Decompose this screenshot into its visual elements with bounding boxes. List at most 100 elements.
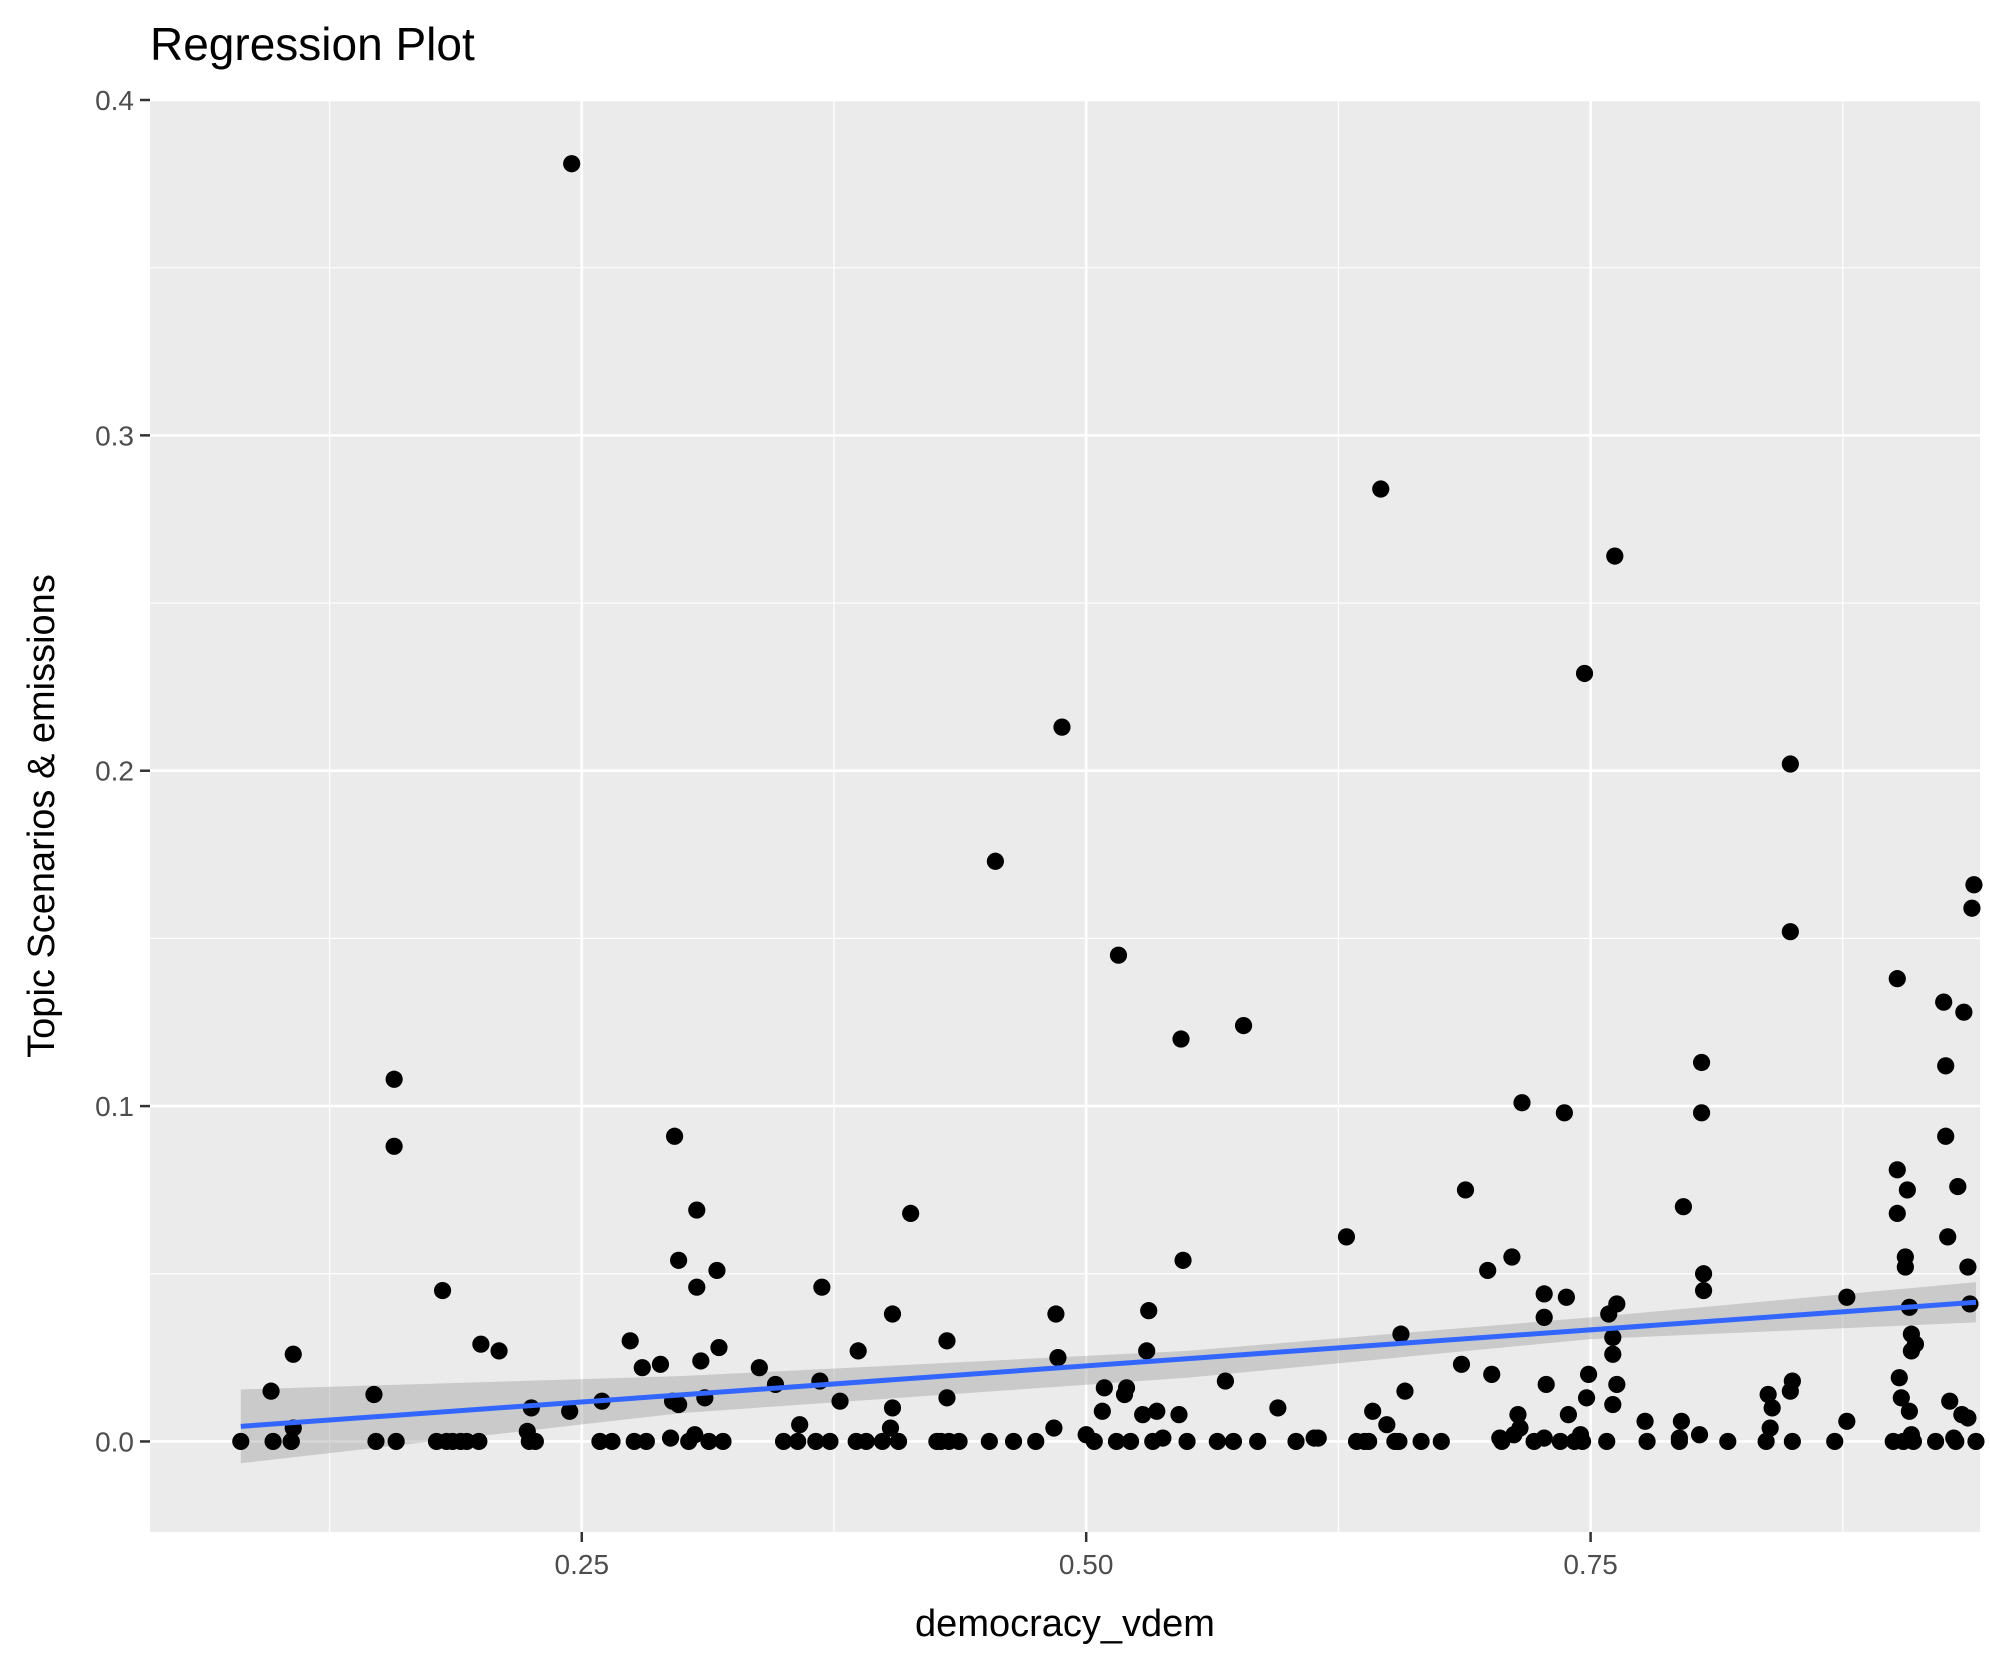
data-point (621, 1332, 639, 1350)
data-point (1598, 1432, 1616, 1451)
data-point (902, 1204, 920, 1223)
data-point (1121, 1432, 1140, 1451)
data-point (661, 1429, 680, 1447)
data-point (1604, 1328, 1622, 1347)
y-tick-label: 0.3 (95, 420, 134, 451)
data-point (1575, 664, 1594, 683)
data-point (1608, 1295, 1626, 1313)
data-point (1364, 1402, 1382, 1420)
data-point (1694, 1281, 1713, 1300)
data-point (714, 1432, 732, 1451)
data-point (1674, 1198, 1693, 1216)
data-point (1555, 1104, 1573, 1122)
data-point (670, 1395, 688, 1414)
data-points (232, 155, 1985, 1451)
data-point (1579, 1365, 1598, 1383)
data-point (692, 1352, 710, 1370)
data-point (1172, 1030, 1190, 1048)
data-point (873, 1432, 892, 1451)
data-point (1949, 1177, 1967, 1196)
data-point (950, 1432, 968, 1451)
data-point (625, 1432, 643, 1451)
data-point (1959, 1258, 1977, 1276)
data-point (1535, 1308, 1553, 1326)
data-point (1757, 1432, 1775, 1451)
data-point (938, 1332, 956, 1350)
y-tick-label: 0.1 (95, 1091, 134, 1122)
data-point (1573, 1432, 1592, 1451)
data-point (1947, 1432, 1965, 1451)
x-axis-ticks: 0.25 0.50 0.75 (555, 1532, 1618, 1580)
data-point (883, 1399, 902, 1417)
data-point (1138, 1342, 1156, 1360)
data-point (1154, 1429, 1172, 1447)
data-point (1045, 1419, 1063, 1437)
data-point (688, 1201, 706, 1219)
data-point (881, 1419, 900, 1437)
data-point (1178, 1432, 1196, 1451)
data-point (1170, 1406, 1188, 1424)
data-point (1608, 1375, 1626, 1394)
data-point (1140, 1302, 1158, 1320)
data-point (284, 1345, 302, 1363)
data-point (1939, 1228, 1957, 1246)
data-point (1763, 1399, 1781, 1417)
y-tick-label: 0.4 (95, 85, 134, 116)
data-point (791, 1416, 809, 1434)
data-point (1888, 1204, 1906, 1223)
data-point (1456, 1181, 1475, 1199)
data-point (1479, 1261, 1497, 1280)
data-point (1360, 1432, 1378, 1451)
data-point (710, 1338, 728, 1357)
data-point (980, 1432, 998, 1451)
data-point (1085, 1432, 1103, 1451)
data-point (1967, 1432, 1985, 1451)
y-axis-title: Topic Scenarios & emissions (21, 574, 63, 1058)
y-tick-label: 0.2 (95, 756, 134, 787)
data-point (1904, 1432, 1923, 1451)
confidence-band (240, 1282, 1976, 1464)
data-point (1027, 1432, 1045, 1451)
data-point (1692, 1053, 1711, 1072)
data-point (264, 1432, 282, 1451)
data-point (1783, 1432, 1801, 1451)
data-point (490, 1342, 508, 1360)
data-point (651, 1355, 670, 1373)
data-point (561, 1402, 579, 1420)
data-point (1955, 1003, 1973, 1021)
data-point (1606, 547, 1624, 565)
data-point (883, 1305, 902, 1323)
data-point (1761, 1419, 1779, 1437)
data-point (1692, 1104, 1711, 1122)
data-point (1396, 1382, 1414, 1400)
data-point (807, 1432, 825, 1451)
data-point (1224, 1432, 1243, 1451)
data-point (262, 1382, 280, 1400)
data-point (1234, 1017, 1253, 1035)
data-point (1053, 718, 1071, 736)
data-point (1287, 1432, 1305, 1451)
data-point (1093, 1402, 1111, 1420)
data-point (1604, 1345, 1622, 1363)
data-point (938, 1389, 956, 1407)
data-point (1551, 1432, 1569, 1451)
data-point (232, 1432, 250, 1451)
data-point (633, 1359, 651, 1377)
data-point (1965, 876, 1983, 894)
data-point (1941, 1392, 1959, 1410)
data-point (1208, 1432, 1226, 1451)
data-point (1719, 1432, 1737, 1451)
chart-title: Regression Plot (150, 18, 475, 70)
data-point (387, 1432, 405, 1451)
data-point (385, 1070, 403, 1088)
x-axis-title: democracy_vdem (915, 1603, 1215, 1645)
data-point (1781, 923, 1799, 941)
data-point (1117, 1379, 1136, 1397)
data-point (1509, 1406, 1527, 1424)
data-point (563, 155, 581, 173)
data-point (1269, 1399, 1287, 1417)
data-point (1638, 1432, 1656, 1451)
data-point (750, 1359, 768, 1377)
data-point (1047, 1305, 1065, 1323)
